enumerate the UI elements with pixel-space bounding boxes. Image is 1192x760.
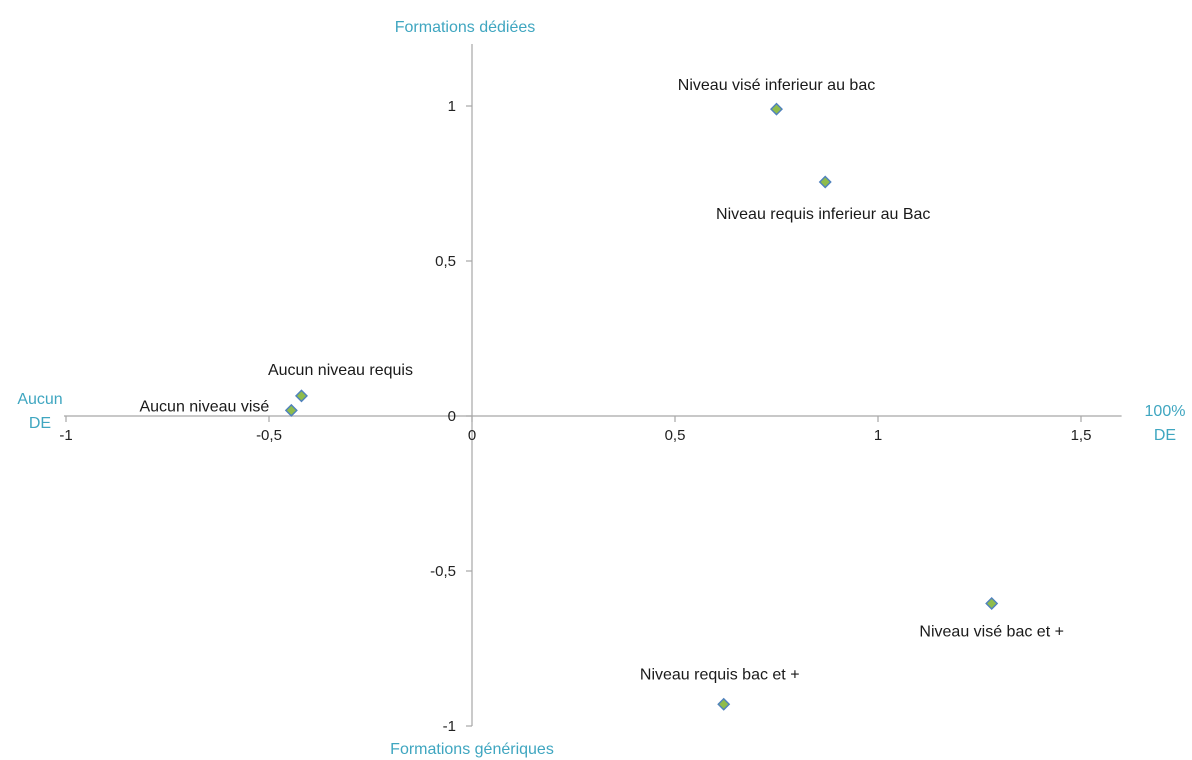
pole-label-top: Formations dédiées: [395, 19, 536, 36]
data-point-diamond: [717, 697, 731, 711]
data-point-label: Niveau requis inferieur au Bac: [716, 206, 930, 223]
x-tick-label: 0: [468, 427, 476, 444]
y-tick-label: -1: [443, 718, 456, 735]
y-tick-label: -0,5: [430, 563, 456, 580]
ticks: -1 -0,5 0 0,5 1 1,5 -1 -0,5 0 0,5 1: [59, 98, 1091, 735]
data-point-label: Aucun niveau visé: [139, 398, 269, 415]
x-tick-label: -1: [59, 427, 72, 444]
y-tick-label: 0: [448, 408, 456, 425]
point-labels: Niveau visé inferieur au bac Niveau requi…: [139, 77, 1063, 683]
x-tick-label: -0,5: [256, 427, 282, 444]
data-point-diamond: [985, 597, 999, 611]
pole-label-left-line2: DE: [29, 415, 51, 432]
axes: [64, 44, 1122, 726]
data-point-label: Aucun niveau requis: [268, 362, 413, 379]
data-point-diamond: [770, 102, 783, 116]
pole-label-right-line2: DE: [1154, 427, 1176, 444]
data-point-diamond: [284, 403, 298, 417]
y-tick-label: 1: [448, 98, 456, 115]
pole-label-left-line1: Aucun: [17, 391, 62, 408]
pole-labels: Formations dédiées Formations génériques…: [17, 19, 1185, 758]
x-tick-label: 1: [874, 427, 882, 444]
x-tick-label: 1,5: [1071, 427, 1092, 444]
data-point-label: Niveau visé bac et +: [919, 624, 1064, 641]
x-tick-label: 0,5: [665, 427, 686, 444]
pole-label-bottom: Formations génériques: [390, 741, 554, 758]
data-points: [284, 102, 999, 711]
data-point-diamond: [818, 175, 832, 189]
data-point-label: Niveau requis bac et +: [640, 666, 800, 683]
data-point-label: Niveau visé inferieur au bac: [678, 77, 875, 94]
pole-label-right-line1: 100%: [1145, 403, 1186, 420]
y-tick-label: 0,5: [435, 253, 456, 270]
data-point-diamond: [294, 389, 308, 403]
